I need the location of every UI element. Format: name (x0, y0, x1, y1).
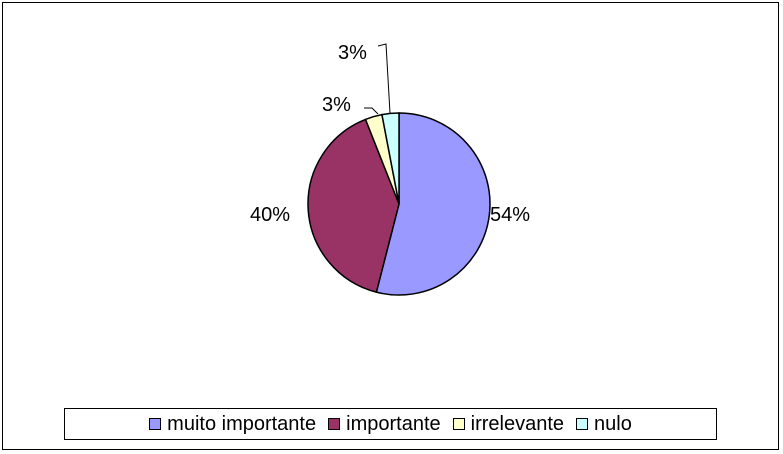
pie-slice-importante (307, 118, 400, 294)
pie-slices (307, 112, 491, 296)
pie-slice-nulo (381, 112, 400, 205)
data-label-nulo: 3% (338, 42, 367, 64)
legend-item-nulo: nulo (576, 413, 632, 436)
legend-label-nulo: nulo (594, 412, 632, 435)
data-label-importante: 40% (250, 204, 290, 226)
data-label-muito-importante: 54% (490, 204, 530, 226)
leader-line-nulo (377, 43, 391, 114)
legend-item-importante: importante (328, 413, 441, 436)
legend-label-importante: importante (346, 412, 441, 435)
legend-swatch-irrelevante (452, 418, 465, 430)
legend-swatch-nulo (576, 418, 589, 430)
data-label-irrelevante: 3% (322, 94, 351, 116)
legend-label-irrelevante: irrelevante (470, 412, 565, 435)
legend-label-muito-importante: muito importante (167, 412, 317, 435)
pie-slice-muito-importante (375, 112, 491, 296)
leader-line-irrelevante (364, 107, 379, 115)
legend-swatch-muito-importante (149, 418, 162, 430)
legend: muito importante importante irrelevante … (64, 408, 717, 440)
legend-swatch-importante (328, 418, 341, 430)
leader-lines (364, 43, 391, 115)
data-labels: 54% 40% 3% 3% (250, 42, 530, 226)
legend-item-muito-importante: muito importante (149, 413, 316, 436)
legend-item-irrelevante: irrelevante (452, 412, 565, 436)
